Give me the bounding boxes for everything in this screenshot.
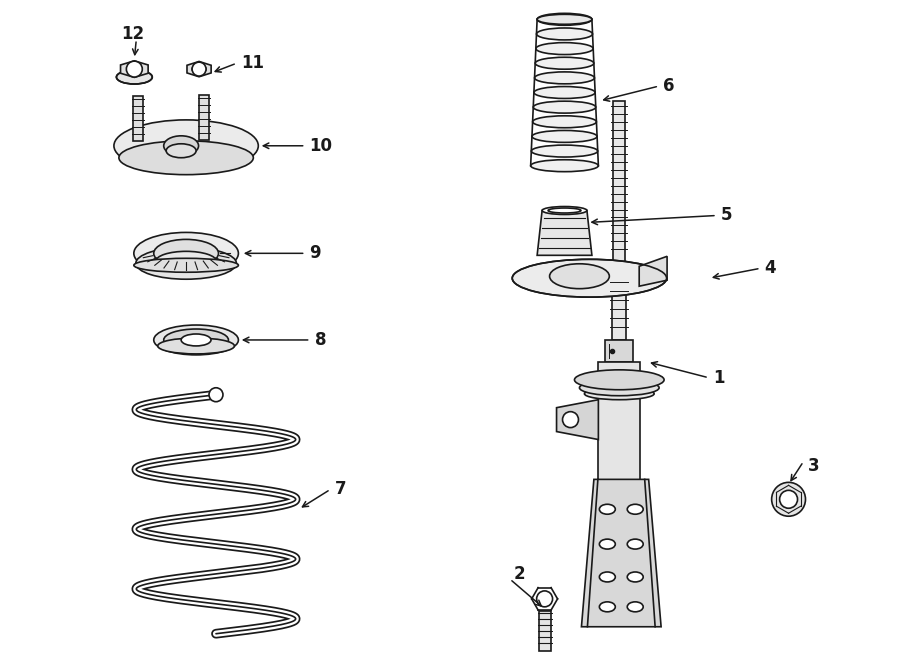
Ellipse shape xyxy=(580,380,659,396)
Polygon shape xyxy=(187,61,212,77)
Ellipse shape xyxy=(536,58,594,69)
Ellipse shape xyxy=(534,87,595,98)
Ellipse shape xyxy=(599,602,616,612)
Ellipse shape xyxy=(164,329,229,351)
Ellipse shape xyxy=(627,572,644,582)
Ellipse shape xyxy=(158,338,234,354)
Circle shape xyxy=(562,412,579,428)
Ellipse shape xyxy=(154,239,219,267)
Ellipse shape xyxy=(134,258,238,272)
Ellipse shape xyxy=(166,144,196,158)
Polygon shape xyxy=(556,400,599,440)
FancyBboxPatch shape xyxy=(538,611,551,650)
Ellipse shape xyxy=(536,42,593,55)
Ellipse shape xyxy=(181,334,211,346)
FancyBboxPatch shape xyxy=(606,340,634,362)
Ellipse shape xyxy=(164,136,199,156)
Ellipse shape xyxy=(599,504,616,514)
FancyBboxPatch shape xyxy=(598,362,640,489)
Ellipse shape xyxy=(548,208,580,213)
Text: 9: 9 xyxy=(310,245,321,262)
Text: 5: 5 xyxy=(721,206,733,225)
Ellipse shape xyxy=(537,15,592,24)
Ellipse shape xyxy=(627,504,644,514)
Ellipse shape xyxy=(542,206,587,214)
Ellipse shape xyxy=(119,141,253,175)
Ellipse shape xyxy=(533,101,596,113)
Ellipse shape xyxy=(154,325,238,355)
Ellipse shape xyxy=(584,388,654,400)
Ellipse shape xyxy=(531,160,598,172)
Polygon shape xyxy=(121,61,148,77)
Text: 4: 4 xyxy=(765,259,777,277)
Polygon shape xyxy=(537,210,592,255)
Circle shape xyxy=(126,61,142,77)
Text: 11: 11 xyxy=(241,54,264,72)
Ellipse shape xyxy=(512,259,667,297)
Text: 12: 12 xyxy=(121,25,144,43)
Circle shape xyxy=(536,591,553,607)
Ellipse shape xyxy=(533,116,597,128)
Text: 6: 6 xyxy=(663,77,675,95)
FancyBboxPatch shape xyxy=(199,95,209,140)
Circle shape xyxy=(779,490,797,508)
Ellipse shape xyxy=(531,145,598,157)
FancyBboxPatch shape xyxy=(133,96,143,141)
Ellipse shape xyxy=(535,72,595,84)
Text: 8: 8 xyxy=(315,331,326,349)
Text: 3: 3 xyxy=(807,457,819,475)
Ellipse shape xyxy=(532,130,597,142)
Ellipse shape xyxy=(114,120,258,172)
Text: 1: 1 xyxy=(713,369,725,387)
Polygon shape xyxy=(639,256,667,286)
FancyBboxPatch shape xyxy=(612,280,626,340)
Polygon shape xyxy=(581,479,662,627)
Text: 7: 7 xyxy=(335,481,346,498)
Ellipse shape xyxy=(116,70,152,84)
Ellipse shape xyxy=(550,264,609,289)
Ellipse shape xyxy=(536,28,592,40)
Ellipse shape xyxy=(537,13,592,25)
Ellipse shape xyxy=(599,572,616,582)
Ellipse shape xyxy=(574,370,664,390)
FancyBboxPatch shape xyxy=(613,101,626,280)
Ellipse shape xyxy=(627,602,644,612)
Ellipse shape xyxy=(156,251,217,271)
Circle shape xyxy=(771,483,806,516)
Ellipse shape xyxy=(136,247,237,279)
Ellipse shape xyxy=(134,233,238,274)
Circle shape xyxy=(192,62,206,76)
Text: 10: 10 xyxy=(310,137,333,155)
Text: 2: 2 xyxy=(514,565,526,583)
Circle shape xyxy=(209,388,223,402)
Ellipse shape xyxy=(599,539,616,549)
Ellipse shape xyxy=(627,539,644,549)
